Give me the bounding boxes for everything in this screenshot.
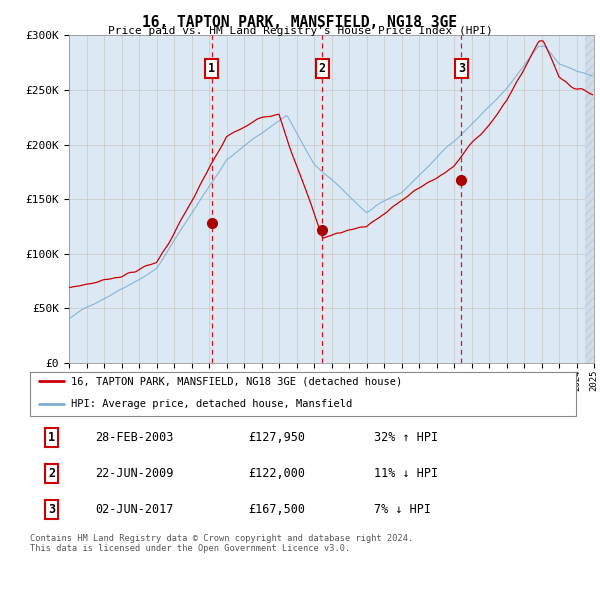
Text: HPI: Average price, detached house, Mansfield: HPI: Average price, detached house, Mans… xyxy=(71,399,352,408)
Text: 1: 1 xyxy=(48,431,55,444)
Text: 3: 3 xyxy=(458,61,465,75)
Text: 16, TAPTON PARK, MANSFIELD, NG18 3GE: 16, TAPTON PARK, MANSFIELD, NG18 3GE xyxy=(143,15,458,30)
Text: 32% ↑ HPI: 32% ↑ HPI xyxy=(374,431,438,444)
Text: 2: 2 xyxy=(319,61,326,75)
Text: 7% ↓ HPI: 7% ↓ HPI xyxy=(374,503,431,516)
Text: Contains HM Land Registry data © Crown copyright and database right 2024.
This d: Contains HM Land Registry data © Crown c… xyxy=(30,534,413,553)
Text: Price paid vs. HM Land Registry's House Price Index (HPI): Price paid vs. HM Land Registry's House … xyxy=(107,26,493,36)
Text: £122,000: £122,000 xyxy=(248,467,305,480)
Bar xyxy=(585,35,594,363)
Text: 02-JUN-2017: 02-JUN-2017 xyxy=(95,503,174,516)
Text: £167,500: £167,500 xyxy=(248,503,305,516)
Text: 11% ↓ HPI: 11% ↓ HPI xyxy=(374,467,438,480)
Text: 28-FEB-2003: 28-FEB-2003 xyxy=(95,431,174,444)
Text: 3: 3 xyxy=(48,503,55,516)
Text: 2: 2 xyxy=(48,467,55,480)
Bar xyxy=(585,35,594,363)
Text: 16, TAPTON PARK, MANSFIELD, NG18 3GE (detached house): 16, TAPTON PARK, MANSFIELD, NG18 3GE (de… xyxy=(71,376,402,386)
Text: 1: 1 xyxy=(208,61,215,75)
FancyBboxPatch shape xyxy=(30,372,576,416)
Text: 22-JUN-2009: 22-JUN-2009 xyxy=(95,467,174,480)
Text: £127,950: £127,950 xyxy=(248,431,305,444)
